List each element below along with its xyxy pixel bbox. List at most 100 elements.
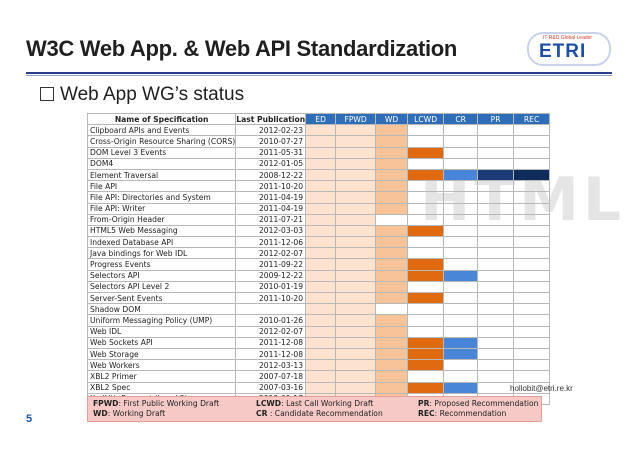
- legend-pr-abbr: PR: [418, 399, 430, 408]
- stage-cell-fpwd: [335, 381, 377, 394]
- stage-cell-ed: [305, 168, 337, 182]
- table-row: Web Storage 2011-12-08: [86, 347, 551, 361]
- stage-cell-cr: [443, 146, 479, 159]
- stage-cell-lcwd: [407, 124, 445, 137]
- spec-name: Cross-Origin Resource Sharing (CORS): [86, 135, 237, 148]
- stage-cell-lcwd: [407, 336, 445, 349]
- stage-cell-cr: [443, 381, 479, 394]
- spec-name: File API: [86, 180, 237, 193]
- spec-name: Web Workers: [86, 359, 237, 372]
- header-last-publication: Last Publication: [235, 112, 307, 126]
- slide-title: W3C Web App. & Web API Standardization: [26, 36, 458, 61]
- header-ed: ED: [305, 112, 337, 126]
- spec-name: Element Traversal: [86, 168, 237, 182]
- stage-cell-pr: [477, 124, 515, 137]
- stage-cell-wd: [375, 224, 409, 238]
- last-publication-date: 2012-01-05: [235, 157, 307, 170]
- table-row: Web IDL 2012-02-07: [86, 325, 551, 338]
- spec-name: Indexed Database API: [86, 236, 237, 249]
- stage-cell-lcwd: [407, 325, 445, 338]
- stage-cell-fpwd: [335, 135, 377, 148]
- stage-cell-pr: [477, 202, 515, 215]
- stage-cell-wd: [375, 359, 409, 372]
- table-row: HTML5 Web Messaging 2012-03-03: [86, 224, 551, 238]
- stage-cell-lcwd: [407, 381, 445, 394]
- stage-cell-wd: [375, 269, 409, 282]
- stage-cell-pr: [477, 247, 515, 260]
- stage-cell-lcwd: [407, 191, 445, 204]
- spec-name: XBL2 Spec: [86, 381, 237, 394]
- stage-cell-cr: [443, 258, 479, 271]
- table-row: Uniform Messaging Policy (UMP) 2010-01-26: [86, 314, 551, 327]
- stage-cell-wd: [375, 247, 409, 260]
- stage-cell-pr: [477, 168, 515, 182]
- stage-cell-ed: [305, 381, 337, 394]
- stage-cell-lcwd: [407, 135, 445, 148]
- stage-cell-lcwd: [407, 291, 445, 305]
- last-publication-date: 2007-03-16: [235, 381, 307, 394]
- stage-cell-rec: [513, 314, 551, 327]
- stage-cell-wd: [375, 258, 409, 271]
- stage-cell-wd: [375, 146, 409, 159]
- stage-cell-pr: [477, 258, 515, 271]
- stage-cell-cr: [443, 124, 479, 137]
- stage-cell-cr: [443, 370, 479, 383]
- table-row: Shadow DOM: [86, 303, 551, 316]
- stage-cell-wd: [375, 280, 409, 294]
- stage-cell-lcwd: [407, 157, 445, 170]
- table-row: XBL2 Spec 2007-03-16: [86, 381, 551, 394]
- legend-lcwd-text: : Last Call Working Draft: [281, 399, 374, 408]
- legend-cr-text: : Candidate Recommendation: [267, 409, 383, 418]
- legend-fpwd-abbr: FPWD: [93, 399, 119, 408]
- stage-cell-wd: [375, 370, 409, 383]
- stage-cell-ed: [305, 124, 337, 137]
- logo-wordmark: ETRI: [539, 41, 587, 62]
- stage-cell-pr: [477, 146, 515, 159]
- stage-cell-cr: [443, 157, 479, 170]
- legend-wd: WD: Working Draft: [93, 409, 165, 418]
- last-publication-date: 2011-07-21: [235, 213, 307, 226]
- spec-name: File API: Directories and System: [86, 191, 237, 204]
- table-row: XBL2 Primer 2007-07-18: [86, 370, 551, 383]
- stage-cell-fpwd: [335, 291, 377, 305]
- spec-name: Progress Events: [86, 258, 237, 271]
- legend-lcwd: LCWD: Last Call Working Draft: [256, 399, 373, 408]
- table-row: Server-Sent Events 2011-10-20: [86, 291, 551, 305]
- stage-cell-ed: [305, 269, 337, 282]
- last-publication-date: 2012-03-13: [235, 359, 307, 372]
- stage-cell-ed: [305, 213, 337, 226]
- legend-pr-text: : Proposed Recommendation: [429, 399, 539, 408]
- stage-cell-wd: [375, 157, 409, 170]
- stage-cell-lcwd: [407, 224, 445, 238]
- stage-cell-ed: [305, 202, 337, 215]
- stage-cell-cr: [443, 213, 479, 226]
- stage-cell-rec: [513, 157, 551, 170]
- stage-cell-pr: [477, 381, 515, 394]
- legend-box: FPWD: First Public Working Draft WD: Wor…: [87, 396, 542, 422]
- author-email: hollobit@etri.re.kr: [510, 384, 573, 393]
- last-publication-date: 2011-10-20: [235, 291, 307, 305]
- spec-name: Selectors API Level 2: [86, 280, 237, 294]
- stage-cell-cr: [443, 168, 479, 182]
- stage-cell-cr: [443, 359, 479, 372]
- stage-cell-fpwd: [335, 336, 377, 349]
- last-publication-date: 2008-12-22: [235, 168, 307, 182]
- stage-cell-lcwd: [407, 168, 445, 182]
- stage-cell-cr: [443, 236, 479, 249]
- stage-cell-lcwd: [407, 347, 445, 361]
- stage-cell-ed: [305, 314, 337, 327]
- stage-cell-cr: [443, 314, 479, 327]
- stage-cell-ed: [305, 258, 337, 271]
- stage-cell-ed: [305, 325, 337, 338]
- stage-cell-rec: [513, 359, 551, 372]
- table-row: Indexed Database API 2011-12-06: [86, 236, 551, 249]
- stage-cell-pr: [477, 180, 515, 193]
- stage-cell-rec: [513, 247, 551, 260]
- stage-cell-pr: [477, 213, 515, 226]
- spec-name: XBL2 Primer: [86, 370, 237, 383]
- spec-name: File API: Writer: [86, 202, 237, 215]
- table-row: Clipboard APIs and Events 2012-02-23: [86, 124, 551, 137]
- last-publication-date: 2010-01-26: [235, 314, 307, 327]
- stage-cell-pr: [477, 370, 515, 383]
- spec-name: DOM4: [86, 157, 237, 170]
